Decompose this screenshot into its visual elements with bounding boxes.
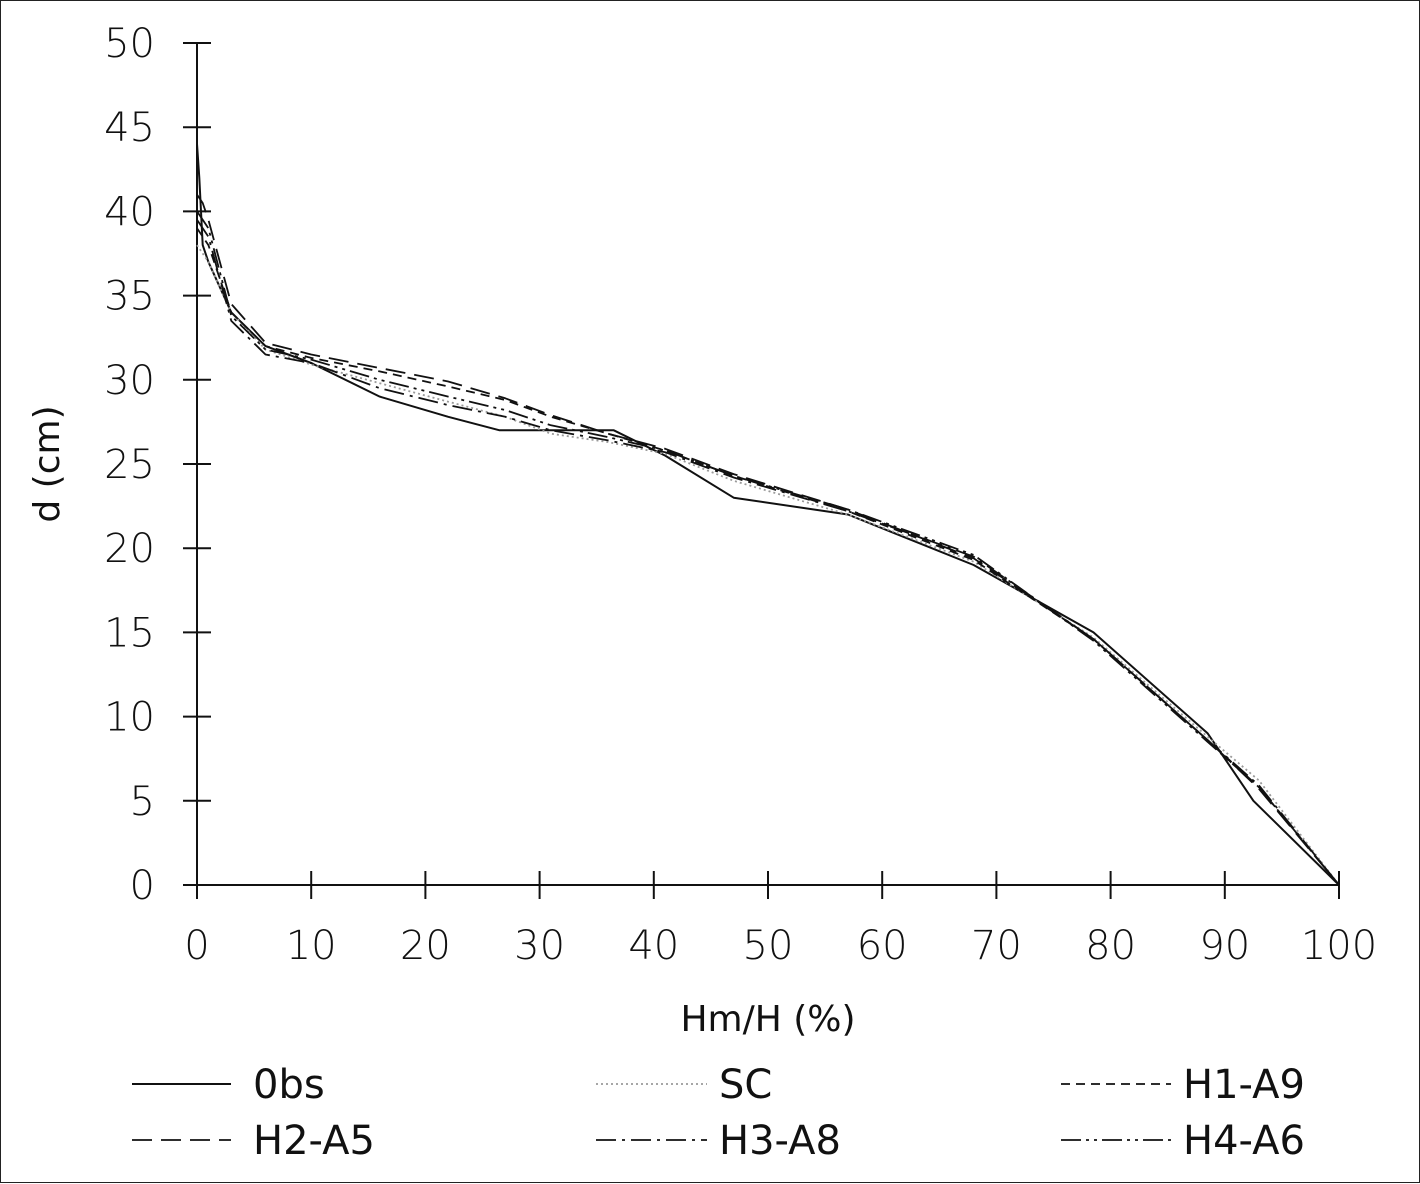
y-tick-label: 40: [104, 189, 155, 235]
y-tick-label: 30: [104, 358, 155, 404]
y-tick-label: 20: [104, 526, 155, 572]
legend-label: H1-A9: [1183, 1062, 1305, 1108]
legend-label: H3-A8: [719, 1118, 841, 1164]
series-line-0bs: [196, 143, 1340, 886]
x-tick-label: 90: [1199, 923, 1250, 969]
y-tick-label: 35: [104, 274, 155, 320]
y-tick-label: 45: [104, 105, 155, 151]
y-tick-label: 15: [104, 610, 155, 656]
x-tick-label: 10: [286, 923, 337, 969]
series-line-h3-a8: [196, 219, 1340, 886]
series-line-h4-a6: [196, 210, 1340, 886]
legend: 0bs SC H1-A9 H2-A5 H3-A8 H4-A6: [132, 1062, 1305, 1164]
x-tick-label: 20: [400, 923, 451, 969]
x-tick-label: 40: [628, 923, 679, 969]
y-tick-label: 50: [104, 21, 155, 67]
y-tick-label: 5: [130, 779, 155, 825]
x-tick-label: 100: [1301, 923, 1377, 969]
y-axis-title: d (cm): [27, 405, 68, 522]
x-tick-label: 30: [514, 923, 565, 969]
legend-label: SC: [719, 1062, 772, 1108]
y-tick-label: 0: [130, 863, 155, 909]
x-tick-label: 70: [971, 923, 1022, 969]
legend-label: H2-A5: [253, 1118, 375, 1164]
series-line-sc: [196, 244, 1340, 886]
x-tick-label: 0: [184, 923, 209, 969]
x-tick-label: 80: [1085, 923, 1136, 969]
x-tick-label: 50: [743, 923, 794, 969]
axes: 0 5 10 15 20 25 30 35 40 45 50 0 10 20 30 40 50 60 70 80 90 1…: [104, 21, 1377, 969]
legend-label: 0bs: [253, 1062, 325, 1108]
series-line-h1-a9: [196, 227, 1340, 886]
x-axis-title: Hm/H (%): [680, 999, 855, 1040]
series-line-h2-a5: [196, 194, 1340, 886]
y-tick-label: 10: [104, 695, 155, 741]
legend-label: H4-A6: [1183, 1118, 1305, 1164]
series-lines: [196, 143, 1340, 886]
x-tick-label: 60: [857, 923, 908, 969]
y-tick-label: 25: [104, 442, 155, 488]
